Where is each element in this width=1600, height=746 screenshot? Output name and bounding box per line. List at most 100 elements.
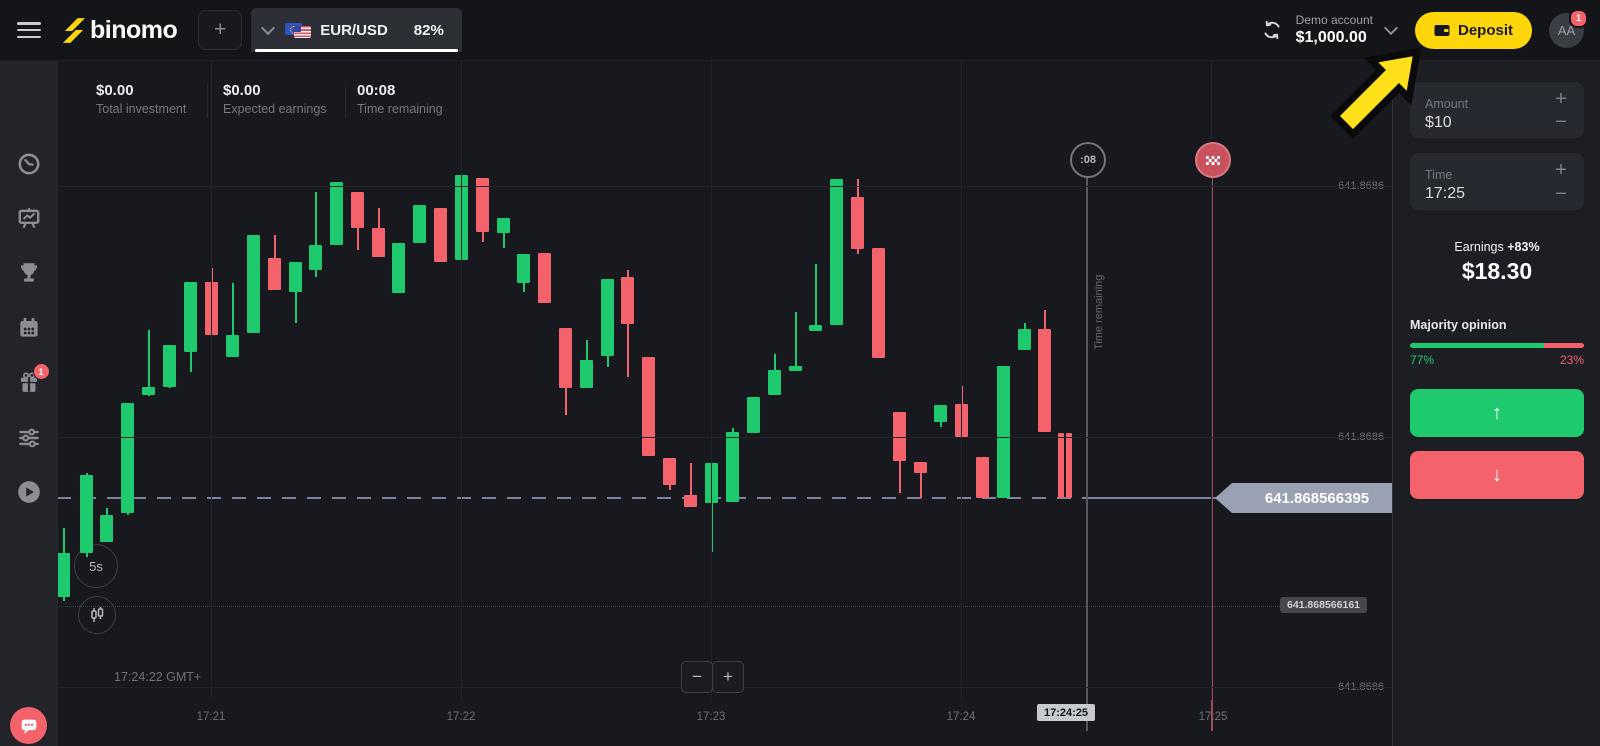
candle-wick xyxy=(1002,366,1005,498)
account-switcher[interactable]: Demo account $1,000.00 xyxy=(1296,13,1373,48)
support-chat-button[interactable] xyxy=(10,707,47,744)
secondary-price-line xyxy=(57,606,1280,607)
candle-wick xyxy=(1023,323,1026,350)
candle-wick xyxy=(1043,310,1046,432)
asset-tab-eurusd[interactable]: EUR/USD 82% xyxy=(251,8,462,52)
account-chevron-down-icon[interactable] xyxy=(1383,20,1399,36)
candle-wick xyxy=(439,208,442,262)
candle-wick xyxy=(502,218,505,248)
total-investment-value: $0.00 xyxy=(96,82,134,99)
chart-board-icon[interactable] xyxy=(16,206,42,232)
majority-up-pct: 77% xyxy=(1410,353,1435,367)
v-gridline xyxy=(961,60,962,700)
put-down-button[interactable]: ↓ xyxy=(1410,451,1584,499)
current-time-tag: 17:24:25 xyxy=(1036,704,1096,721)
up-arrow-icon: ↑ xyxy=(1492,401,1502,424)
amount-card[interactable]: Amount $10 + − xyxy=(1410,82,1584,138)
menu-icon[interactable] xyxy=(17,22,41,38)
candle-wick xyxy=(126,403,129,515)
majority-down-segment xyxy=(1543,343,1584,348)
time-value[interactable]: 17:25 xyxy=(1425,185,1466,202)
gift-menu-item[interactable]: 1 xyxy=(16,363,50,396)
candle-wick xyxy=(85,473,88,557)
candle-wick xyxy=(814,264,817,331)
candle-wick xyxy=(377,208,380,257)
candle-wick xyxy=(981,457,984,498)
time-axis-label: 17:21 xyxy=(196,711,226,723)
earnings-label: Earnings xyxy=(1454,240,1504,254)
majority-percentages: 77% 23% xyxy=(1410,353,1584,367)
candle-wick xyxy=(105,508,108,542)
expected-earnings-label: Expected earnings xyxy=(223,102,327,116)
time-remaining-label: Time remaining xyxy=(357,102,443,116)
candle-wick xyxy=(189,282,192,372)
current-price-tag: 641.868566395 xyxy=(1215,483,1392,513)
stat-divider xyxy=(207,84,208,118)
candle-wick xyxy=(397,243,400,293)
expected-earnings-value: $0.00 xyxy=(223,82,261,99)
amount-value[interactable]: $10 xyxy=(1425,114,1452,131)
candle-wick xyxy=(273,235,276,290)
avatar[interactable]: AA 1 xyxy=(1549,8,1588,48)
candle-wick xyxy=(418,205,421,243)
candle-wick xyxy=(752,397,755,433)
time-axis-label: 17:23 xyxy=(696,711,726,723)
candle-wick xyxy=(668,458,671,490)
purchase-deadline-marker: :08 xyxy=(1070,142,1106,178)
trade-panel: Amount $10 + − Time 17:25 + − Earnings +… xyxy=(1392,60,1600,746)
v-gridline xyxy=(711,60,712,700)
time-plus-button[interactable]: + xyxy=(1555,158,1567,181)
avatar-initials: AA xyxy=(1557,22,1576,38)
wallet-icon xyxy=(1434,24,1450,36)
calendar-icon[interactable] xyxy=(16,315,42,341)
time-minus-button[interactable]: − xyxy=(1555,182,1567,205)
candle-wick xyxy=(877,248,880,358)
candle-wick xyxy=(231,283,234,357)
h-gridline xyxy=(57,437,1392,438)
gift-badge: 1 xyxy=(32,363,50,380)
chart-area[interactable]: $0.00 Total investment $0.00 Expected ea… xyxy=(57,60,1392,746)
candle-wick xyxy=(898,412,901,493)
account-type: Demo account xyxy=(1295,12,1373,27)
candle-wick xyxy=(626,270,629,377)
candle-wick xyxy=(1060,433,1062,498)
chart-type-button[interactable] xyxy=(78,596,116,634)
h-gridline xyxy=(57,186,1392,187)
time-card[interactable]: Time 17:25 + − xyxy=(1410,153,1584,210)
deposit-button[interactable]: Deposit xyxy=(1414,11,1532,49)
amount-label: Amount xyxy=(1425,97,1469,111)
total-investment-label: Total investment xyxy=(96,102,187,116)
candle-wick xyxy=(168,345,171,388)
call-up-button[interactable]: ↑ xyxy=(1410,389,1584,437)
zoom-out-button[interactable]: − xyxy=(681,661,713,693)
candle-wick xyxy=(564,328,567,415)
clock-icon[interactable] xyxy=(16,151,42,177)
time-axis-label: 17:25 xyxy=(1198,711,1228,723)
new-tab-button[interactable]: + xyxy=(198,10,243,50)
account-balance: $1,000.00 xyxy=(1295,28,1367,46)
chart-clock: 17:24:22 GMT+ xyxy=(114,670,202,684)
current-price-line xyxy=(1086,497,1217,499)
earnings-value: $18.30 xyxy=(1461,258,1533,284)
candle-wick xyxy=(335,182,338,245)
v-gridline xyxy=(1211,60,1212,700)
chat-icon xyxy=(21,719,36,734)
amount-plus-button[interactable]: + xyxy=(1555,87,1567,110)
candle-wick xyxy=(647,357,650,456)
timeframe-button[interactable]: 5s xyxy=(74,544,118,588)
lightning-icon xyxy=(63,17,85,43)
pair-flags xyxy=(285,22,312,38)
deposit-label: Deposit xyxy=(1457,21,1513,39)
pair-name: EUR/USD xyxy=(320,21,388,39)
trophy-icon[interactable] xyxy=(16,260,42,286)
v-gridline xyxy=(461,60,462,700)
sliders-icon[interactable] xyxy=(16,425,42,451)
chevron-down-icon xyxy=(261,20,276,36)
down-arrow-icon: ↓ xyxy=(1492,463,1502,486)
amount-minus-button[interactable]: − xyxy=(1555,110,1567,133)
candle-wick xyxy=(606,279,609,367)
candle-wick xyxy=(939,405,942,427)
refresh-icon[interactable] xyxy=(1261,19,1283,41)
zoom-in-button[interactable]: + xyxy=(712,661,744,693)
play-icon[interactable] xyxy=(16,479,42,505)
